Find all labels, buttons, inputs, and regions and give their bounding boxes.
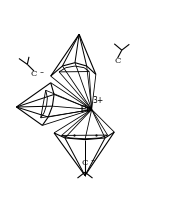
Text: 3+: 3+ [92,96,104,105]
Text: C: C [114,57,121,65]
Text: $^{-}$: $^{-}$ [39,70,44,76]
Text: C: C [82,159,88,167]
Text: C: C [31,70,37,78]
Text: $^{-}$: $^{-}$ [90,158,95,164]
Text: Pr: Pr [80,105,92,114]
